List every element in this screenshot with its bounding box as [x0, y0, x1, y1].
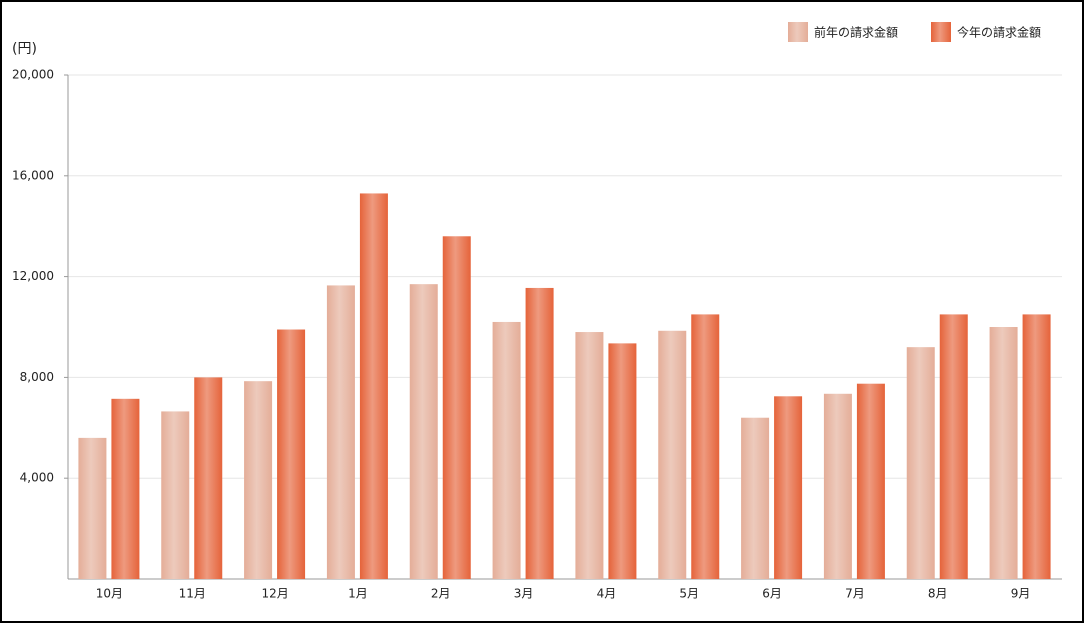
bar	[78, 437, 107, 579]
bar	[244, 381, 273, 579]
bar	[492, 321, 521, 579]
x-tick-label: 12月	[261, 587, 288, 601]
bar	[823, 393, 852, 579]
bar	[525, 287, 554, 579]
bar	[161, 411, 190, 579]
legend-swatch	[788, 22, 808, 42]
x-tick-label: 7月	[845, 587, 865, 601]
x-tick-label: 10月	[96, 587, 123, 601]
bar	[442, 236, 471, 579]
bar	[409, 284, 438, 579]
bar	[691, 314, 720, 579]
x-tick-label: 6月	[762, 587, 782, 601]
bar	[359, 193, 388, 579]
x-tick-label: 1月	[348, 587, 368, 601]
bar	[194, 377, 223, 579]
x-tick-label: 4月	[597, 587, 617, 601]
y-tick-label: 4,000	[20, 471, 54, 485]
legend-label: 前年の請求金額	[814, 25, 898, 40]
bar	[658, 330, 687, 579]
bar	[608, 343, 637, 579]
bar	[939, 314, 968, 579]
y-tick-label: 12,000	[12, 269, 54, 283]
bar	[774, 396, 803, 579]
bar	[1022, 314, 1051, 579]
x-tick-label: 11月	[179, 587, 206, 601]
x-tick-label: 8月	[928, 587, 948, 601]
y-tick-label: 16,000	[12, 168, 54, 182]
legend-swatch	[931, 22, 951, 42]
x-tick-label: 3月	[514, 587, 534, 601]
x-tick-label: 2月	[431, 587, 451, 601]
legend-label: 今年の請求金額	[957, 25, 1041, 40]
x-tick-label: 9月	[1011, 587, 1031, 601]
bar	[741, 417, 770, 579]
bar	[906, 347, 935, 579]
y-axis-label: (円)	[12, 41, 37, 57]
bar	[326, 285, 355, 579]
y-tick-label: 8,000	[20, 370, 54, 384]
x-tick-label: 5月	[679, 587, 699, 601]
bar	[111, 398, 140, 579]
bar	[856, 383, 885, 579]
y-tick-label: 20,000	[12, 68, 54, 82]
bar	[989, 327, 1018, 579]
bar	[277, 329, 306, 579]
bar	[575, 332, 604, 579]
